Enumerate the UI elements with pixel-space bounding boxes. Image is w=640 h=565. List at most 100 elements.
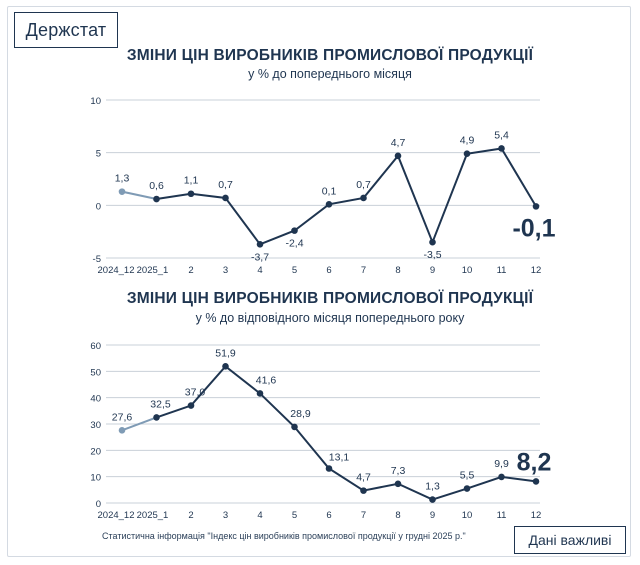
x-tick-label: 5 [292,265,297,276]
data-label: 1,3 [425,481,440,493]
data-point [532,478,540,485]
data-point [394,480,402,488]
x-tick-label: 12 [531,510,542,521]
y-tick-label: 60 [90,341,101,352]
footer-note: Статистична інформація "Індекс цін вироб… [102,531,466,541]
data-label: -3,7 [251,251,269,263]
x-tick-label: 2 [188,510,193,521]
data-point [118,427,126,434]
chart1-subtitle: у % до попереднього місяця [248,67,412,81]
data-point [498,473,505,481]
chart1-title: ЗМІНИ ЦІН ВИРОБНИКІВ ПРОМИСЛОВОЇ ПРОДУКЦ… [126,47,534,64]
data-point [463,485,471,492]
data-point [187,402,195,409]
y-tick-label: 0 [96,201,101,212]
data-label: -2,4 [285,238,303,250]
data-point [532,203,540,210]
x-tick-label: 2025_1 [137,265,169,276]
data-label: 41,6 [256,374,277,386]
data-point [153,414,160,421]
x-tick-label: 11 [497,510,507,521]
chart2-subtitle: у % до відповідного місяця попереднього … [195,311,465,325]
card-frame [7,6,631,557]
x-tick-label: 4 [257,265,262,276]
y-tick-label: 10 [90,473,101,484]
x-tick-label: 6 [326,265,331,276]
x-tick-label: 4 [257,510,262,521]
data-label: -3,5 [423,249,441,261]
data-label: 27,6 [112,411,133,423]
data-point [222,194,229,202]
y-tick-label: 50 [90,367,101,378]
series-line-prev-year [121,190,157,200]
brand-logo: Держстат [14,12,118,48]
data-point [394,152,402,160]
x-tick-label: 11 [497,265,507,276]
x-tick-label: 8 [395,510,400,521]
data-point [118,188,126,195]
x-tick-label: 2024_12 [98,265,135,276]
x-tick-label: 3 [223,510,228,521]
x-tick-label: 7 [361,265,366,276]
series-line [156,147,537,246]
data-label-latest: -0,1 [512,214,555,242]
y-tick-label: 30 [90,420,101,431]
data-label-latest: 8,2 [517,448,552,476]
data-point [187,190,195,198]
y-tick-label: 0 [96,499,101,510]
data-label: 1,3 [115,173,130,185]
data-point [463,150,471,158]
data-point [429,238,436,246]
y-tick-label: 20 [90,446,101,457]
data-label: 51,9 [215,347,236,359]
data-point [256,241,264,248]
data-point [291,227,298,234]
data-label: 5,5 [460,470,475,482]
data-point [360,194,367,202]
y-tick-label: -5 [93,254,101,265]
data-point [222,363,229,370]
data-label: 4,9 [460,135,475,147]
x-tick-label: 10 [462,265,473,276]
data-point [325,200,333,208]
important-data-badge[interactable]: Дані важливі [514,526,626,554]
data-label: 0,7 [218,179,233,191]
chart1-mom: -5 0 5 10 2024_12 2025_1 2 3 4 5 6 7 8 9 10 11 12 1,3 0,6 1… [90,96,555,276]
data-label: 0,1 [322,185,337,197]
x-tick-label: 9 [430,510,435,521]
data-point [325,465,333,472]
x-tick-label: 9 [430,265,435,276]
data-label: 4,7 [356,472,371,484]
data-point [153,195,160,203]
data-label: 4,7 [391,137,406,149]
x-tick-label: 5 [292,510,297,521]
x-tick-label: 10 [462,510,473,521]
data-point [498,145,505,152]
data-label: 9,9 [494,458,509,470]
chart2-yoy: 0 10 20 30 40 50 60 2024_12 2025_1 2 3 4 5 6 7 8 9 10 11 12… [90,341,552,521]
x-tick-label: 12 [531,265,542,276]
data-label: 0,6 [149,180,164,192]
data-label: 7,3 [391,465,406,477]
data-point [291,423,298,431]
data-point [429,496,436,503]
data-point [256,390,264,397]
x-tick-label: 3 [223,265,228,276]
y-tick-label: 5 [96,149,101,160]
series-line [156,364,537,501]
y-tick-label: 40 [90,394,101,405]
x-tick-label: 7 [361,510,366,521]
x-tick-label: 2024_12 [98,510,135,521]
x-tick-label: 6 [326,510,331,521]
x-tick-label: 2025_1 [137,510,169,521]
data-label: 37,0 [185,387,206,399]
data-point [360,487,367,494]
y-tick-label: 10 [90,96,101,107]
x-tick-label: 8 [395,265,400,276]
series-line-prev-year [121,416,157,432]
data-label: 32,5 [150,398,171,410]
data-label: 1,1 [184,175,199,187]
data-label: 5,4 [494,129,509,141]
data-label: 13,1 [329,452,350,464]
data-label: 0,7 [356,179,371,191]
